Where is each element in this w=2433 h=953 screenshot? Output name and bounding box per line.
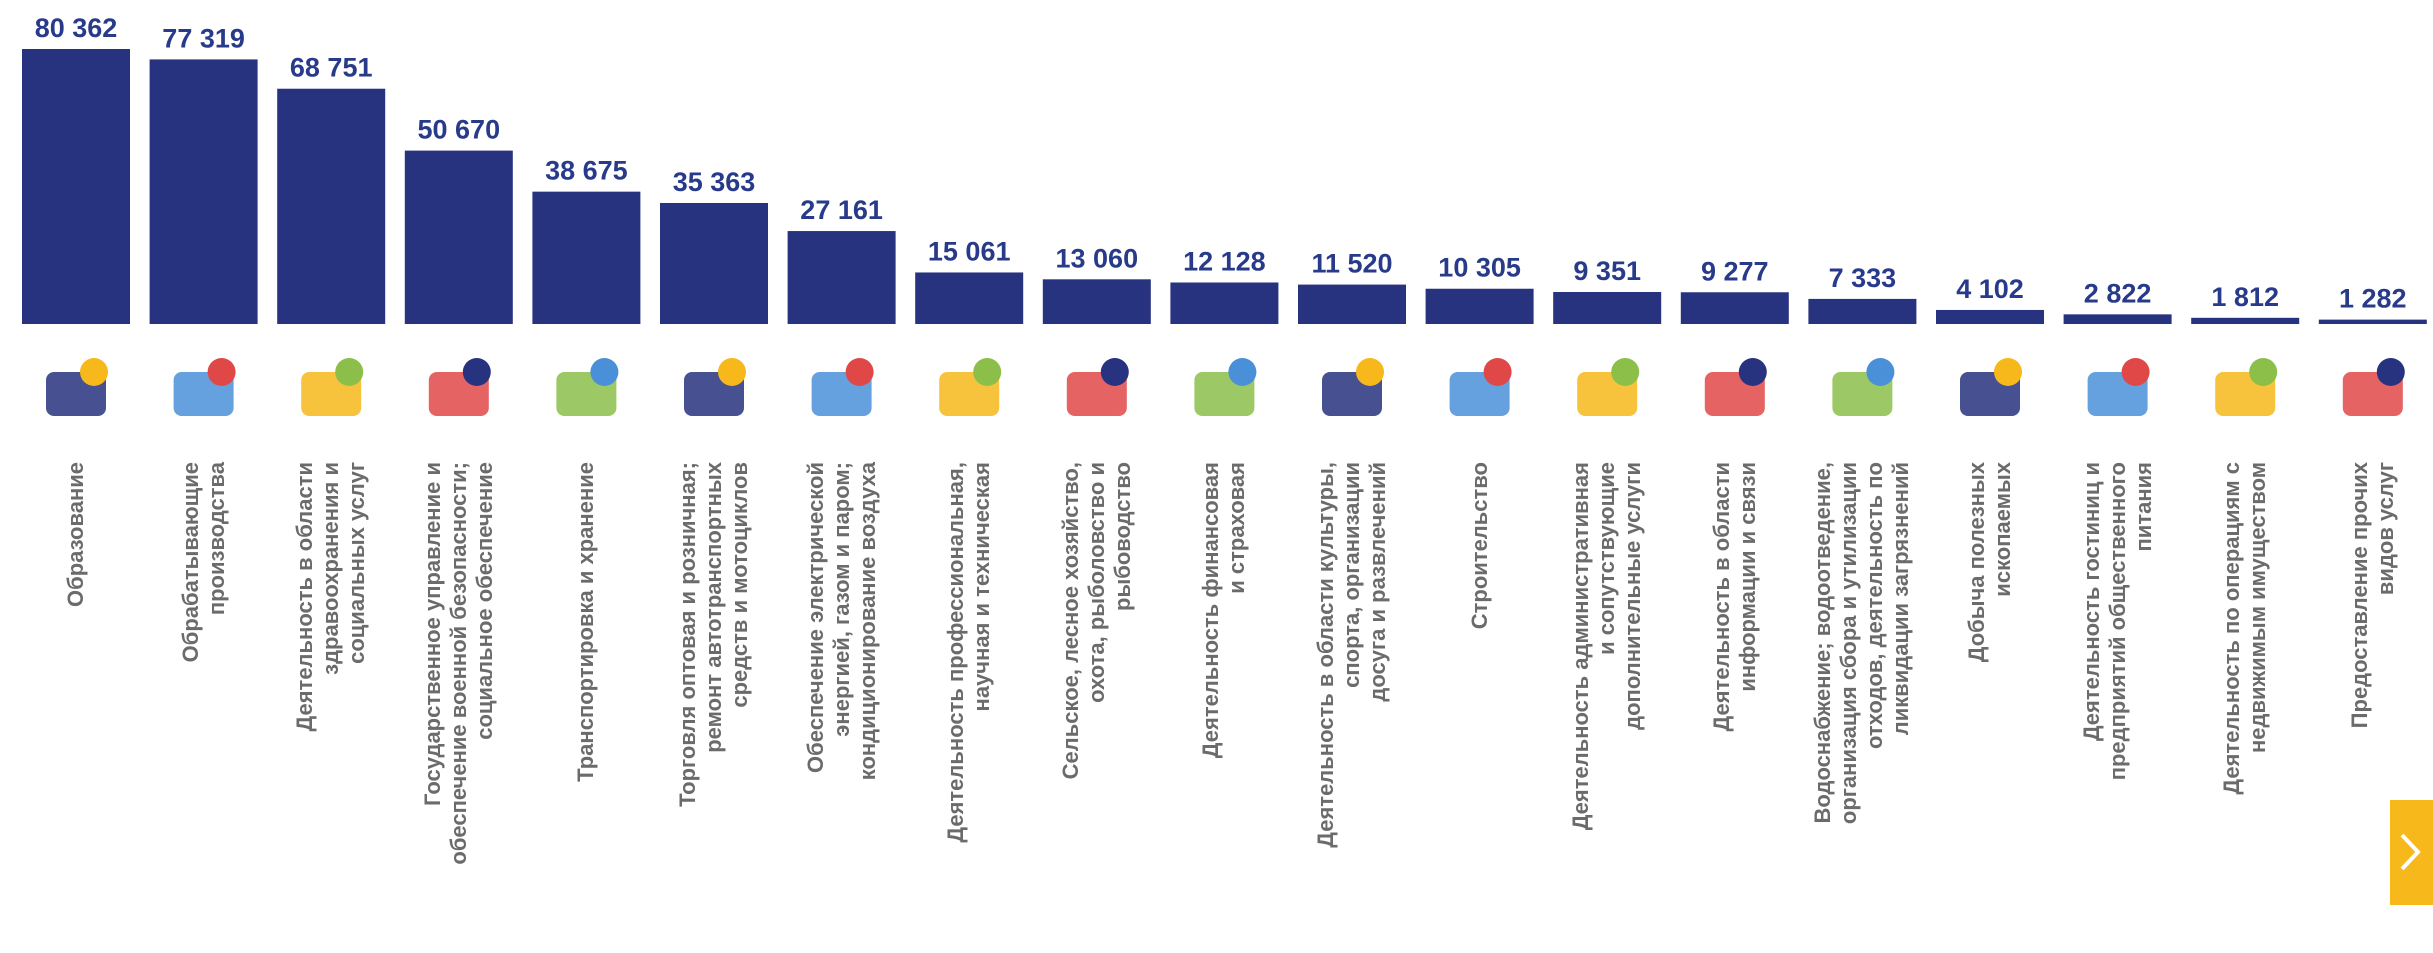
nav-arrow	[2400, 833, 2421, 871]
category-label: Торговля оптовая и розничная; ремонт авт…	[675, 462, 752, 807]
bar	[1936, 309, 2044, 324]
value-label: 27 161	[800, 195, 883, 225]
bar	[22, 49, 130, 324]
category-label: Деятельность в области здравоохранения и…	[292, 462, 370, 732]
bar	[1553, 292, 1662, 324]
icon	[2121, 358, 2150, 386]
value-label: 38 675	[545, 156, 628, 186]
category-label: Деятельность гостиниц и предприятий обще…	[2078, 462, 2156, 781]
icon	[1483, 358, 1512, 386]
bar	[1808, 298, 1917, 324]
icon	[1356, 358, 1384, 386]
category-label: Водоснабжение; водоотведение, организаци…	[1810, 462, 1914, 825]
icon	[845, 358, 874, 386]
bar	[277, 88, 386, 324]
icon	[1738, 358, 1767, 386]
icon	[462, 358, 491, 386]
category-label: Транспортировка и хранение	[573, 462, 599, 782]
value-label: 50 670	[418, 115, 501, 145]
bar	[404, 150, 513, 324]
icon	[1100, 358, 1129, 386]
bar	[1170, 282, 1279, 324]
value-label: 80 362	[35, 13, 118, 43]
value-label: 10 305	[1438, 253, 1521, 283]
category-label: Государственное управление и обеспечение…	[419, 462, 497, 865]
value-label: 15 061	[928, 236, 1011, 266]
bar	[2191, 317, 2300, 324]
bar	[532, 191, 641, 324]
bar	[1425, 288, 1534, 324]
value-label: 7 333	[1829, 263, 1897, 293]
category-label: Деятельность профессиональная, научная и…	[943, 462, 995, 843]
value-label: 1 282	[2339, 284, 2407, 314]
value-label: 4 102	[1956, 274, 2024, 304]
value-label: 77 319	[162, 23, 245, 53]
icon	[1866, 358, 1895, 386]
category-label: Обеспечение электрической энергией, газо…	[802, 462, 880, 781]
bar	[1042, 279, 1151, 324]
icon	[718, 358, 746, 386]
value-label: 11 520	[1311, 249, 1392, 279]
category-label: Строительство	[1466, 462, 1492, 630]
category-label: Предоставление прочих видов услуг	[2346, 462, 2398, 729]
icon	[80, 358, 108, 386]
bar	[660, 202, 768, 324]
category-label: Деятельность по операциям с недвижимым и…	[2219, 462, 2271, 795]
category-label: Добыча полезных ископаемых	[1964, 462, 2015, 663]
icon	[335, 358, 364, 386]
icon	[2249, 358, 2278, 386]
value-label: 12 128	[1183, 246, 1266, 276]
bar	[2063, 314, 2172, 324]
category-label: Обрабатывающие производства	[177, 462, 229, 663]
category-label: Сельское, лесное хозяйство, охота, рыбол…	[1057, 462, 1135, 780]
icon	[973, 358, 1002, 386]
bar	[915, 272, 1024, 324]
nav-button[interactable]	[2390, 800, 2433, 905]
bar	[787, 231, 896, 324]
value-label: 2 822	[2084, 278, 2152, 308]
category-label: Деятельность в области культуры, спорта,…	[1313, 462, 1390, 848]
bar	[1680, 292, 1789, 324]
icon	[590, 358, 619, 386]
category-label: Образование	[63, 462, 89, 607]
icon	[1611, 358, 1640, 386]
value-label: 9 277	[1701, 256, 1769, 286]
category-label: Деятельность финансовая и страховая	[1198, 462, 1250, 759]
category-label: Деятельность административная и сопутств…	[1568, 462, 1646, 831]
icon	[2376, 358, 2405, 386]
icon	[1228, 358, 1257, 386]
value-label: 13 060	[1056, 243, 1139, 273]
icon	[207, 358, 236, 386]
value-label: 9 351	[1573, 256, 1641, 286]
value-label: 68 751	[290, 53, 373, 83]
bar	[1298, 284, 1406, 324]
value-label: 1 812	[2211, 282, 2279, 312]
value-label: 35 363	[673, 167, 756, 197]
bar	[2318, 319, 2427, 324]
icon	[1994, 358, 2022, 386]
category-label: Деятельность в области информации и связ…	[1708, 462, 1760, 732]
bar	[149, 59, 258, 324]
